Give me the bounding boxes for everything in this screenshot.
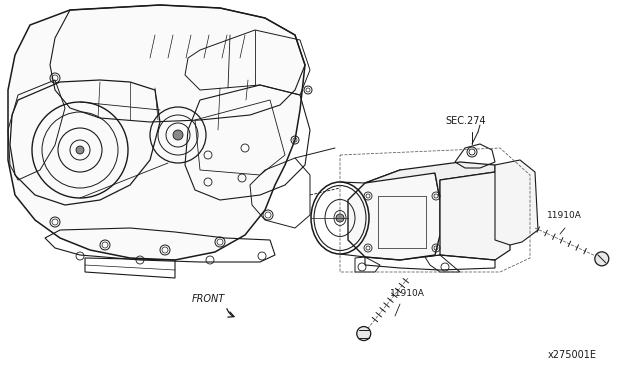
Polygon shape <box>495 160 538 245</box>
Polygon shape <box>440 172 510 260</box>
Circle shape <box>173 130 183 140</box>
Polygon shape <box>8 5 305 260</box>
Polygon shape <box>365 162 495 200</box>
Text: FRONT: FRONT <box>192 294 225 304</box>
Circle shape <box>76 146 84 154</box>
Circle shape <box>595 252 609 266</box>
Circle shape <box>356 327 371 340</box>
Text: SEC.274: SEC.274 <box>445 116 486 126</box>
Text: x275001E: x275001E <box>548 350 597 360</box>
Text: 11910A: 11910A <box>390 289 425 298</box>
Polygon shape <box>348 170 440 260</box>
Text: 11910A: 11910A <box>547 211 582 220</box>
Circle shape <box>336 214 344 222</box>
